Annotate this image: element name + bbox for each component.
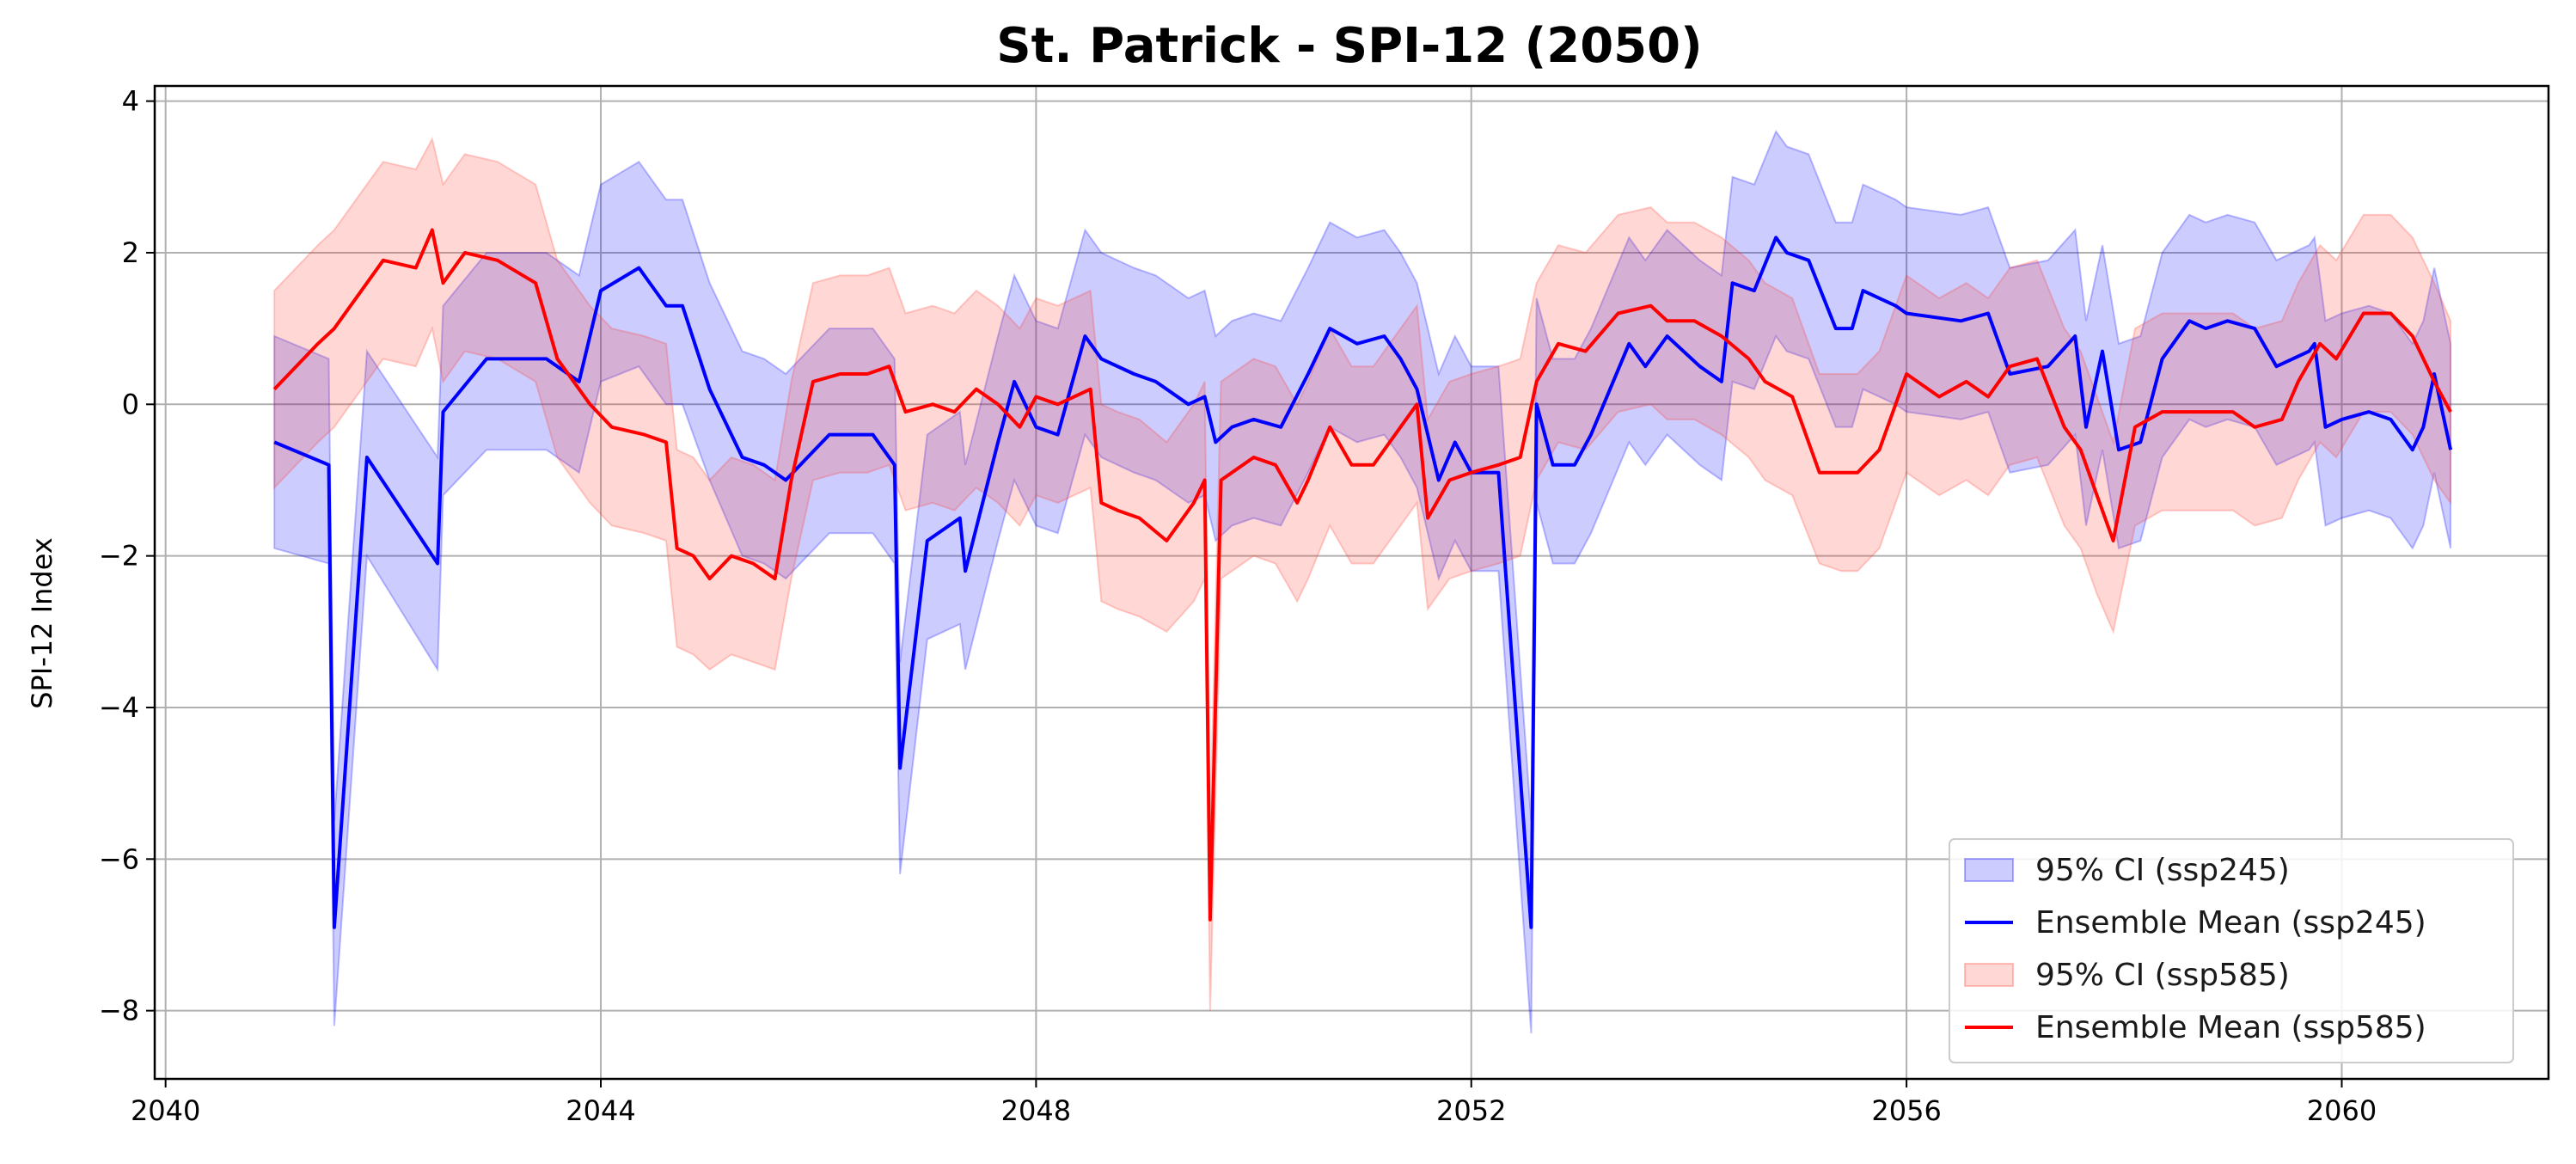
legend-swatch-0 [1964,858,2014,882]
mean-line-ssp585 [272,228,2452,922]
x-tick-label-2040: 2040 [131,1094,200,1127]
series-group [272,129,2453,1034]
legend-box [1949,838,2514,1063]
x-tick-label-2052: 2052 [1436,1094,1506,1127]
y-tick-label-4: 4 [122,85,139,118]
y-tick-label-0: 0 [122,388,139,420]
x-tick-label-2060: 2060 [2307,1094,2377,1127]
legend: 95% CI (ssp245) Ensemble Mean (ssp245) 95%… [1949,838,2514,1063]
y-tick-label--2: −2 [99,540,139,573]
x-tick-label-2048: 2048 [1001,1094,1071,1127]
x-tick-label-2056: 2056 [1871,1094,1941,1127]
chart-title: St. Patrick - SPI-12 (2050) [996,18,1702,74]
x-tick-label-2044: 2044 [566,1094,635,1127]
legend-label-0: 95% CI (ssp245) [2035,853,2290,888]
plot-frame [153,84,2550,1081]
legend-label-3: Ensemble Mean (ssp585) [2035,1010,2426,1045]
legend-label-1: Ensemble Mean (ssp245) [2035,905,2426,940]
y-tick-label--6: −6 [99,842,139,875]
plot-area: 2040 2044 2048 2052 2056 2060 4 2 0 −2 −4 −6 −8 [99,84,2550,1127]
y-tick-label--4: −4 [99,691,139,724]
ci-band-ssp245 [273,129,2452,1034]
legend-swatch-2 [1964,963,2014,987]
ci-band-ssp585 [273,136,2452,1011]
legend-label-2: 95% CI (ssp585) [2035,958,2290,993]
y-axis-title: SPI-12 Index [26,537,58,709]
y-tick-label-2: 2 [122,236,139,269]
y-tick-label--8: −8 [99,995,139,1027]
